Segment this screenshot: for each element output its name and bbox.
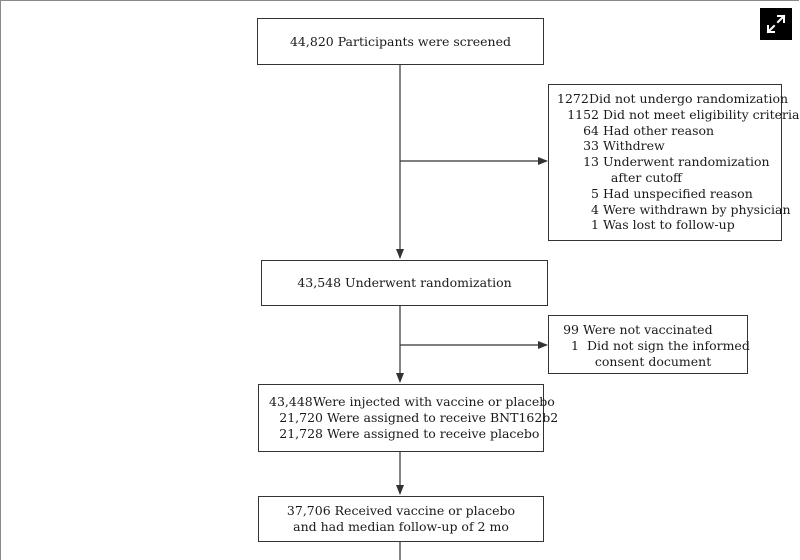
excluded-row: 1 Was lost to follow-up [591,217,735,233]
injected-row: 43,448 Were injected with vaccine or pla… [269,394,555,409]
excluded-row: after cutoff [610,169,682,185]
excluded-row: 64 Had other reason [583,122,715,138]
excluded-row: 1152 Did not meet eligibility criteria [567,106,800,122]
not-vaccinated-row: 1 Did not sign the informed [571,337,750,353]
screened-box: 44,820 Participants were screened [257,18,544,65]
excluded-row: 13 Underwent randomization [583,154,770,170]
injected-row: 21,720 Were assigned to receive BNT162b2 [279,409,559,425]
excluded-screening-box: 1272 Did not undergo randomization 1152 … [548,84,800,241]
not-vaccinated-box: 99 Were not vaccinated 1 Did not sign th… [548,315,750,374]
excluded-row: 33 Withdrew [583,138,665,154]
injected-row: 21,728 Were assigned to receive placebo [279,425,540,441]
randomized-text: 43,548 Underwent randomization [297,275,512,291]
not-vaccinated-row: 99 Were not vaccinated [563,322,713,337]
injected-box: 43,448 Were injected with vaccine or pla… [258,384,559,452]
not-vaccinated-row: consent document [594,353,712,369]
randomized-box: 43,548 Underwent randomization [261,260,548,306]
screened-text: 44,820 Participants were screened [289,33,511,49]
followup-text: and had median follow-up of 2 mo [293,519,509,534]
excluded-row: 4 Were withdrawn by physician [591,201,791,217]
expand-icon [766,14,786,34]
followup-box: 37,706 Received vaccine or placebo and h… [258,496,544,542]
excluded-row: 5 Had unspecified reason [591,185,753,201]
excluded-row: 1272 Did not undergo randomization [557,91,789,106]
expand-button[interactable] [760,8,792,40]
followup-text: 37,706 Received vaccine or placebo [286,503,516,519]
